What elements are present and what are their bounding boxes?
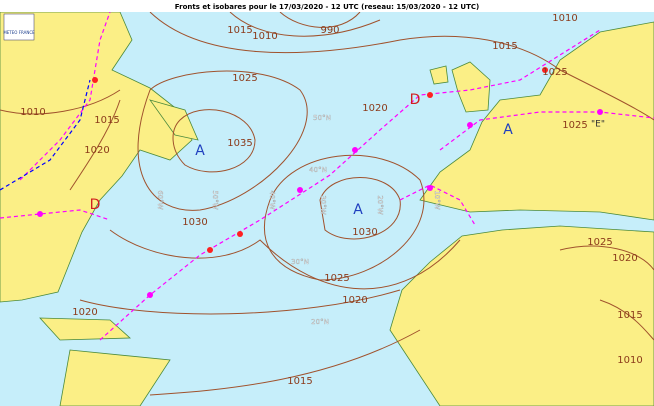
europe (419, 21, 654, 221)
isobar (279, 11, 361, 28)
front (99, 29, 601, 341)
isobar-label: 1030 (352, 227, 377, 238)
isobar (79, 289, 401, 315)
isobar-label: 1020 (362, 103, 387, 114)
newfoundland (149, 99, 199, 141)
isobar-label: 1025 (324, 273, 349, 284)
pressure-center: D (90, 197, 101, 213)
fronts (0, 11, 654, 341)
isobar-label: 1010 (20, 107, 45, 118)
front-symbols (37, 67, 603, 298)
grid-label: 30°W (319, 195, 327, 214)
isobar (137, 70, 308, 211)
isobar-label: 1010 (617, 355, 642, 366)
logo (3, 13, 35, 41)
isobar (0, 89, 121, 115)
front-symbol (352, 147, 358, 153)
map-title: Fronts et isobares pour le 17/03/2020 - … (175, 3, 479, 11)
logo-text: METEO FRANCE (3, 30, 35, 35)
isobar-label: 1020 (612, 253, 637, 264)
front-symbol (37, 211, 43, 217)
grid-label: 30°N (291, 258, 309, 266)
isobar-label: 1015 (227, 25, 252, 36)
grid-label: 50°W (211, 190, 219, 209)
isobar-label: 1025 (542, 67, 567, 78)
pressure-center: A (195, 143, 205, 159)
isobar-label: 990 (320, 25, 339, 36)
isobar-label: 1020 (342, 295, 367, 306)
isobar-label: 1010 (252, 31, 277, 42)
north-america (0, 11, 193, 303)
isobar-label: 1025 (562, 120, 587, 131)
front-symbol (427, 92, 433, 98)
isobar (69, 99, 121, 191)
grid-label: 40°N (309, 166, 327, 174)
grid-label: 20°W (376, 195, 384, 214)
isobar-label: 1025 (232, 73, 257, 84)
caribbean (39, 317, 171, 406)
isobar (319, 177, 401, 240)
grid-label: 10°W (433, 190, 441, 209)
front (0, 79, 91, 191)
front-symbol (297, 187, 303, 193)
pressure-center: "E" (591, 120, 605, 130)
grid-label: 60°W (156, 190, 164, 209)
grid-label: 40°W (268, 190, 276, 209)
isobars (0, 11, 654, 396)
land (0, 11, 654, 406)
front-symbol (92, 77, 98, 83)
isobar-label: 1025 (587, 237, 612, 248)
isobar-label: 1015 (94, 115, 119, 126)
front-symbol (237, 231, 243, 237)
ireland (429, 65, 449, 85)
front (19, 11, 111, 181)
front-symbol (542, 67, 548, 73)
grid-label: 20°N (311, 318, 329, 326)
isobar (559, 245, 654, 271)
isobar (109, 229, 461, 290)
isobar-label: 1030 (182, 217, 207, 228)
isobar (599, 299, 654, 341)
isobar-label: 1035 (227, 138, 252, 149)
isobar-label: 1015 (287, 376, 312, 387)
front-symbol (427, 185, 433, 191)
front-symbol (597, 109, 603, 115)
isobar (229, 11, 381, 37)
header-bar (0, 0, 654, 12)
front (399, 184, 476, 226)
isobar (149, 11, 654, 121)
pressure-center: A (353, 202, 363, 218)
front-symbol (147, 292, 153, 298)
pressure-center: A (503, 122, 513, 138)
isobar-label: 1020 (84, 145, 109, 156)
isobar-label: 1015 (492, 41, 517, 52)
isobar-label: 1010 (552, 13, 577, 24)
front-symbol (467, 122, 473, 128)
british-isles (451, 61, 491, 113)
pressure-center: D (410, 92, 421, 108)
isobar (263, 154, 425, 281)
isobar (172, 109, 256, 173)
isobar-label: 1020 (72, 307, 97, 318)
isobar (149, 329, 421, 396)
front-symbol (207, 247, 213, 253)
grid-label: 50°N (313, 114, 331, 122)
isobar-label: 1015 (617, 310, 642, 321)
